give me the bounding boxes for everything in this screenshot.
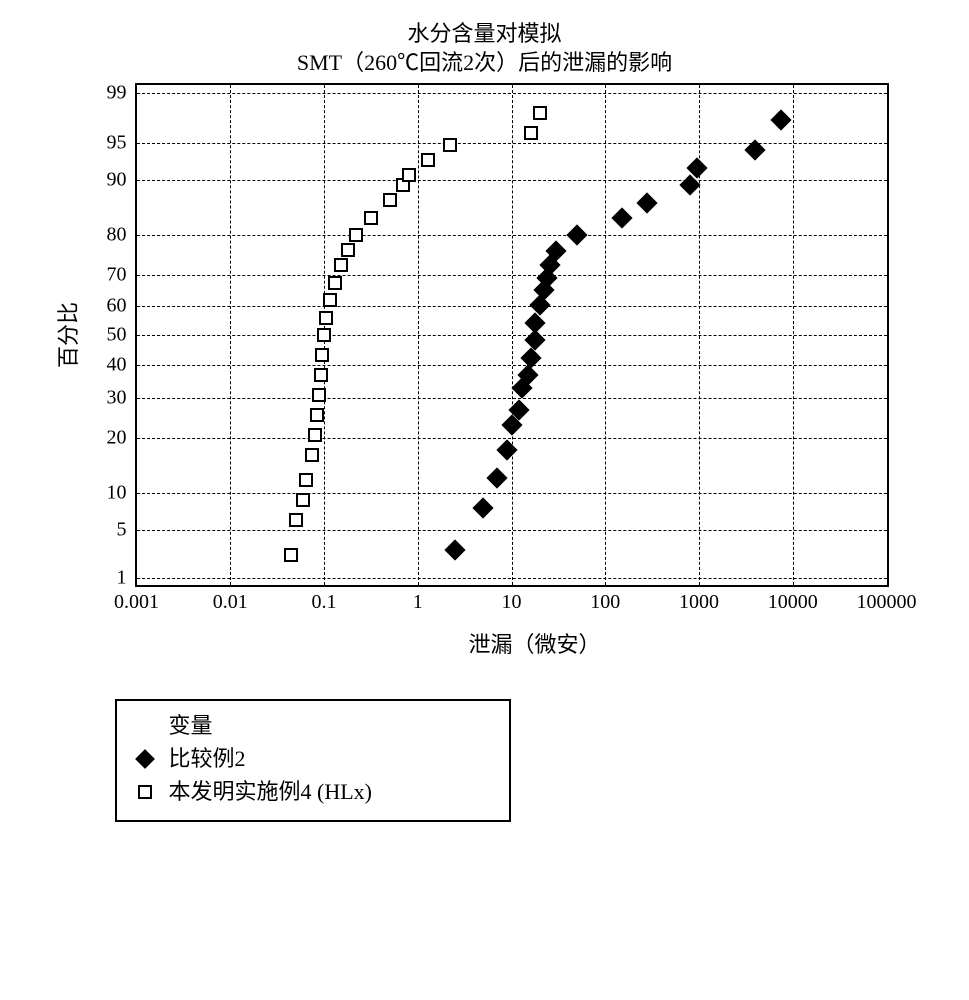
marker-square [314,368,328,382]
y-tick-label: 40 [107,354,137,377]
legend-marker-square [133,782,157,802]
marker-square [402,168,416,182]
plot-container: 百分比 1510203040506070809095990.0010.010.1… [135,83,935,659]
marker-square [310,408,324,422]
y-tick-label: 70 [107,264,137,287]
marker-square [312,388,326,402]
x-tick-label: 0.1 [312,585,337,614]
gridline-v [605,85,606,585]
y-tick-label: 99 [107,81,137,104]
marker-square [289,513,303,527]
y-tick-label: 95 [107,131,137,154]
marker-square [349,228,363,242]
marker-square [341,243,355,257]
legend-item-1: 比较例2 [133,742,493,775]
y-tick-label: 10 [107,481,137,504]
marker-square [308,428,322,442]
gridline-v [230,85,231,585]
marker-diamond [486,467,507,488]
marker-square [524,126,538,140]
x-tick-label: 10 [502,585,522,614]
marker-square [296,493,310,507]
y-tick-label: 80 [107,224,137,247]
marker-square [317,328,331,342]
y-tick-label: 30 [107,386,137,409]
marker-square [421,153,435,167]
marker-square [323,293,337,307]
marker-diamond [770,110,791,131]
y-tick-label: 50 [107,324,137,347]
legend-spacer [133,716,157,736]
y-tick-label: 20 [107,426,137,449]
x-tick-label: 0.001 [114,585,159,614]
marker-square [334,258,348,272]
marker-square [364,211,378,225]
marker-diamond [444,540,465,561]
marker-diamond [637,192,658,213]
x-tick-label: 100 [590,585,620,614]
legend-title-row: 变量 [133,709,493,742]
marker-square [315,348,329,362]
marker-square [383,193,397,207]
marker-square [443,138,457,152]
legend-item-2: 本发明实施例4 (HLx) [133,775,493,808]
marker-diamond [529,295,550,316]
marker-square [305,448,319,462]
title-line2: SMT（260℃回流2次）后的泄漏的影响 [35,49,935,78]
gridline-v [418,85,419,585]
legend-label-2: 本发明实施例4 (HLx) [169,775,372,808]
legend-title: 变量 [169,709,213,742]
x-tick-label: 10000 [768,585,818,614]
marker-square [533,106,547,120]
y-tick-label: 60 [107,295,137,318]
y-tick-label: 5 [117,519,137,542]
y-axis-label: 百分比 [51,302,83,368]
marker-square [328,276,342,290]
x-tick-label: 100000 [857,585,917,614]
marker-square [319,311,333,325]
chart-title: 水分含量对模拟 SMT（260℃回流2次）后的泄漏的影响 [35,20,935,77]
legend-label-1: 比较例2 [169,742,246,775]
x-axis-label: 泄漏（微安） [135,627,935,659]
gridline-v [793,85,794,585]
marker-square [284,548,298,562]
x-tick-label: 0.01 [213,585,248,614]
marker-square [299,473,313,487]
y-tick-label: 90 [107,169,137,192]
gridline-v [512,85,513,585]
legend-marker-diamond [133,749,157,769]
marker-diamond [525,312,546,333]
marker-diamond [566,225,587,246]
marker-diamond [497,440,518,461]
marker-diamond [611,207,632,228]
plot-area: 百分比 1510203040506070809095990.0010.010.1… [135,83,889,587]
x-tick-label: 1 [413,585,423,614]
legend: 变量 比较例2 本发明实施例4 (HLx) [115,699,511,822]
chart-container: 水分含量对模拟 SMT（260℃回流2次）后的泄漏的影响 百分比 1510203… [35,20,935,822]
x-tick-label: 1000 [679,585,719,614]
title-line1: 水分含量对模拟 [35,20,935,49]
marker-diamond [473,497,494,518]
